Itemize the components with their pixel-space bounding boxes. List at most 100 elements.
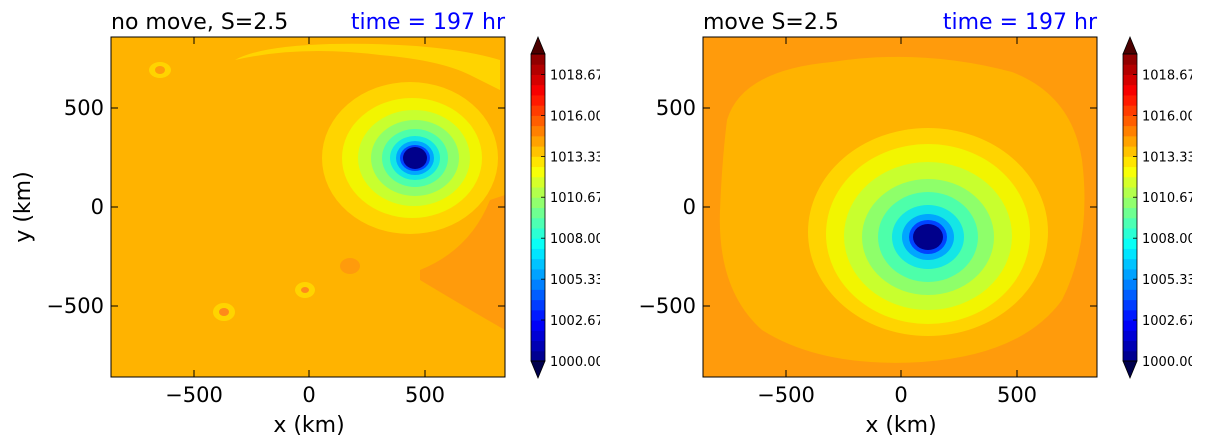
colorbar-tick-label: 1002.67 [550, 314, 600, 329]
colorbar-level-swatch [531, 105, 545, 116]
colorbar-level-swatch [1123, 268, 1137, 280]
left-y-ticks: 500 0 −500 [46, 96, 505, 318]
left-chart-svg: no move, S=2.5 time = 197 hr [11, 10, 600, 438]
colorbar-level-swatch [531, 166, 545, 178]
colorbar-level-swatch [531, 289, 545, 301]
colorbar-level-swatch [531, 320, 545, 331]
colorbar-level-swatch [1123, 135, 1137, 147]
colorbar-tick-label: 1016.00 [550, 109, 600, 124]
colorbar-tick-label: 1018.67 [1142, 68, 1192, 83]
colorbar-level-swatch [531, 258, 545, 270]
colorbar-level-swatch [531, 135, 545, 147]
colorbar-level-swatch [531, 115, 545, 127]
right-y-tick-label: 500 [656, 96, 696, 120]
left-darker-arc [420, 195, 505, 330]
colorbar-level-swatch [1123, 279, 1137, 290]
left-colorbar: 1000.00 1002.67 1005.33 1008.00 1010.67 1013.… [530, 35, 600, 380]
colorbar-extend-max [530, 35, 546, 55]
left-small-blob [219, 308, 229, 316]
left-y-tick-label: −500 [46, 294, 104, 318]
left-y-tick-label: 500 [64, 96, 104, 120]
right-x-tick-label: 0 [894, 383, 907, 407]
colorbar-level-swatch [1123, 74, 1137, 86]
colorbar-level-swatch [1123, 258, 1137, 270]
right-y-tick-label: 0 [683, 195, 696, 219]
colorbar-level-swatch [1123, 350, 1137, 362]
right-vortex-core [913, 224, 943, 250]
colorbar-level-swatch [531, 125, 545, 137]
colorbar-level-swatch [1123, 197, 1137, 208]
left-x-tick-label: 0 [302, 383, 315, 407]
colorbar-level-swatch [531, 217, 545, 229]
right-x-axis-label: x (km) [865, 413, 936, 438]
colorbar-tick-label: 1005.33 [550, 273, 600, 288]
colorbar-frame [1122, 53, 1138, 362]
right-contour-field [703, 37, 1097, 377]
colorbar-level-swatch [531, 299, 545, 311]
left-small-blob [155, 66, 165, 74]
colorbar-level-swatch [531, 309, 545, 321]
left-x-ticks: −500 0 500 [165, 37, 445, 407]
colorbar-level-swatch [1123, 248, 1137, 260]
colorbar-extend-max [1122, 35, 1138, 55]
colorbar-level-swatch [1123, 299, 1137, 311]
colorbar-level-swatch [1123, 166, 1137, 178]
colorbar-level-swatch [1123, 125, 1137, 137]
colorbar-level-swatch [531, 248, 545, 260]
left-chart-title: no move, S=2.5 [111, 10, 288, 35]
left-chart-panel: no move, S=2.5 time = 197 hr [0, 0, 600, 448]
right-chart-svg: move S=2.5 time = 197 hr −500 [638, 10, 1192, 438]
colorbar-level-swatch [531, 268, 545, 280]
colorbar-level-swatch [1123, 146, 1137, 157]
right-x-tick-label: −500 [757, 383, 815, 407]
right-colorbar: 1000.00 1002.67 1005.33 1008.00 1010.67 1013.… [1122, 35, 1192, 380]
colorbar-level-swatch [531, 238, 545, 249]
colorbar-level-swatch [531, 64, 545, 75]
colorbar-level-swatch [531, 227, 545, 239]
left-y-axis-label: y (km) [11, 171, 36, 242]
left-contour-field [111, 37, 505, 377]
colorbar-level-swatch [531, 176, 545, 188]
left-y-tick-label: 0 [91, 195, 104, 219]
colorbar-tick-label: 1002.67 [1142, 314, 1192, 329]
right-y-ticks: 500 0 −500 [638, 96, 1097, 318]
colorbar-level-swatch [531, 187, 545, 198]
left-chart-time-label: time = 197 hr [351, 10, 506, 35]
colorbar-level-swatch [531, 74, 545, 86]
colorbar-level-swatch [531, 146, 545, 157]
left-vortex-core [403, 147, 427, 169]
colorbar-level-swatch [1123, 238, 1137, 249]
colorbar-level-swatch [1123, 84, 1137, 96]
colorbar-level-swatch [531, 94, 545, 106]
colorbar-level-swatch [1123, 115, 1137, 127]
right-y-tick-label: −500 [638, 294, 696, 318]
colorbar-level-swatch [1123, 320, 1137, 331]
left-x-tick-label: −500 [165, 383, 223, 407]
left-small-blob [340, 258, 360, 274]
colorbar-tick-label: 1016.00 [1142, 109, 1192, 124]
colorbar-level-swatch [1123, 105, 1137, 116]
colorbar-level-swatch [1123, 217, 1137, 229]
colorbar-level-swatch [531, 54, 545, 65]
colorbar-level-swatch [531, 279, 545, 290]
right-x-tick-label: 500 [997, 383, 1037, 407]
colorbar-tick-label: 1013.33 [1142, 150, 1192, 165]
left-small-blob [301, 287, 309, 293]
right-chart-panel: move S=2.5 time = 197 hr −500 [592, 0, 1192, 448]
left-upper-band [235, 43, 500, 90]
left-x-axis-label: x (km) [273, 413, 344, 438]
colorbar-tick-label: 1008.00 [550, 232, 600, 247]
colorbar-tick-label: 1000.00 [1142, 355, 1192, 370]
colorbar-level-swatch [531, 330, 545, 342]
colorbar-level-swatch [531, 340, 545, 352]
colorbar-level-swatch [1123, 64, 1137, 75]
colorbar-level-swatch [1123, 54, 1137, 65]
colorbar-level-swatch [531, 84, 545, 96]
colorbar-level-swatch [1123, 309, 1137, 321]
colorbar-level-swatch [1123, 156, 1137, 168]
colorbar-tick-label: 1018.67 [550, 68, 600, 83]
colorbar-level-swatch [1123, 207, 1137, 219]
colorbar-tick-label: 1008.00 [1142, 232, 1192, 247]
right-x-ticks: −500 0 500 [757, 37, 1037, 407]
right-chart-title: move S=2.5 [703, 10, 839, 35]
